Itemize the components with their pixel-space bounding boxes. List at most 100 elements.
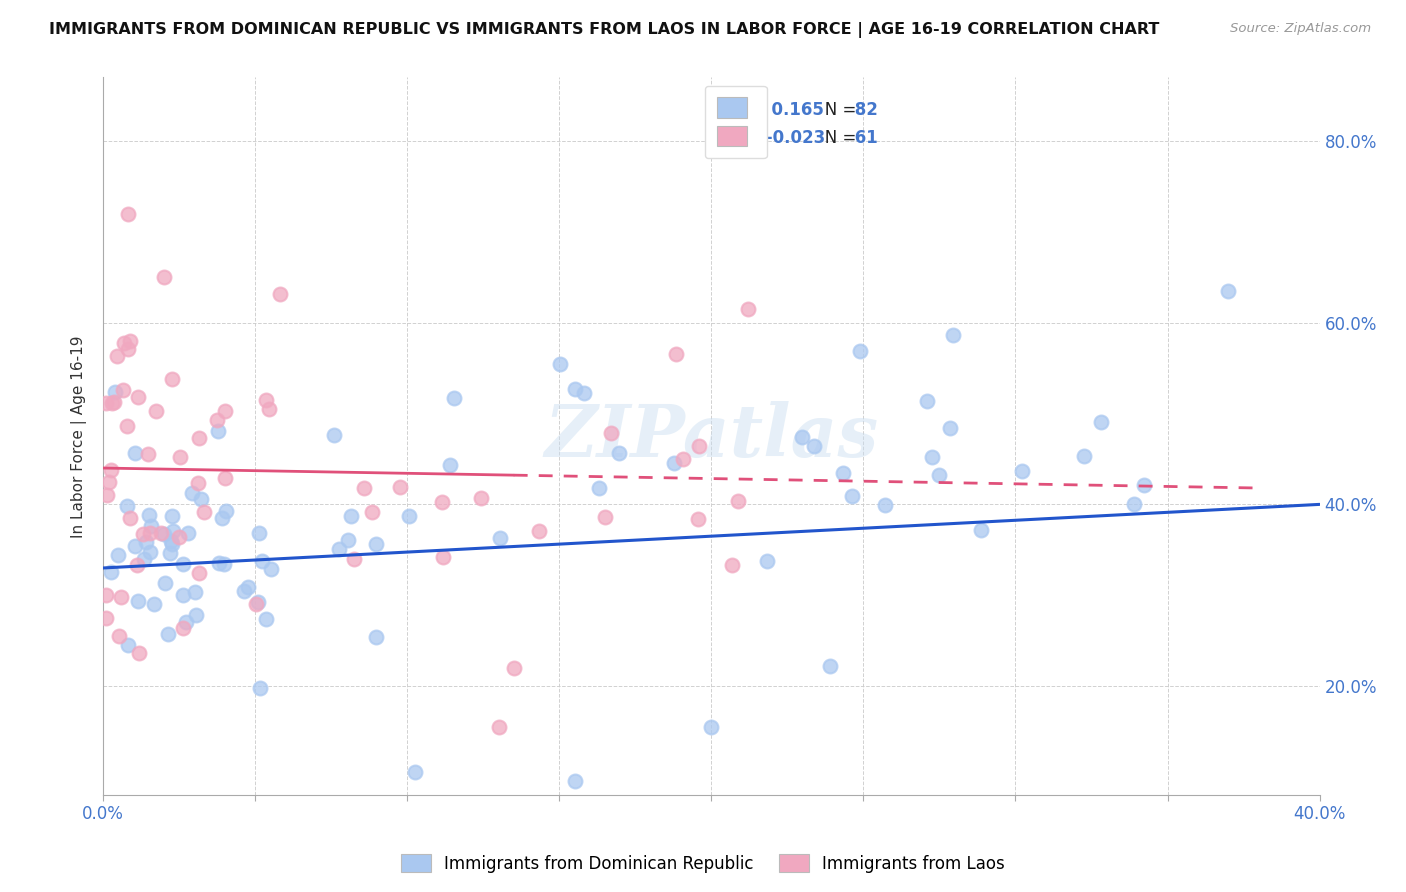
Point — [254, 392, 277, 407]
Point — [96, 588, 118, 602]
Point — [970, 523, 993, 537]
Point — [336, 533, 359, 547]
Point — [159, 546, 181, 560]
Point — [921, 450, 943, 465]
Text: 0.165: 0.165 — [761, 101, 824, 119]
Point — [250, 554, 273, 568]
Point — [112, 336, 135, 351]
Point — [103, 395, 125, 409]
Point — [208, 557, 231, 571]
Point — [443, 392, 465, 406]
Point — [162, 372, 184, 386]
Point — [247, 525, 270, 540]
Point — [187, 566, 209, 581]
Point — [207, 413, 229, 427]
Text: N =: N = — [808, 101, 856, 119]
Point — [167, 531, 190, 545]
Point — [115, 418, 138, 433]
Point — [254, 612, 277, 626]
Point — [700, 720, 723, 734]
Point — [172, 588, 194, 602]
Point — [112, 384, 135, 398]
Point — [107, 549, 129, 563]
Point — [184, 585, 207, 599]
Point — [672, 451, 695, 466]
Point — [246, 594, 269, 608]
Point — [120, 334, 142, 348]
Point — [160, 537, 183, 551]
Text: Source: ZipAtlas.com: Source: ZipAtlas.com — [1230, 22, 1371, 36]
Point — [488, 720, 510, 734]
Point — [1073, 449, 1095, 463]
Point — [873, 498, 896, 512]
Point — [134, 535, 156, 549]
Point — [1122, 497, 1144, 511]
Point — [184, 607, 207, 622]
Point — [818, 659, 841, 673]
Text: ZIPatlas: ZIPatlas — [544, 401, 879, 472]
Point — [928, 468, 950, 483]
Text: R =: R = — [730, 101, 761, 119]
Point — [792, 430, 814, 444]
Point — [259, 402, 281, 417]
Point — [157, 626, 180, 640]
Point — [439, 458, 461, 472]
Point — [353, 481, 375, 495]
Point — [564, 774, 586, 789]
Point — [214, 403, 236, 417]
Point — [193, 505, 215, 519]
Point — [162, 508, 184, 523]
Point — [139, 519, 162, 533]
Point — [138, 545, 160, 559]
Point — [340, 508, 363, 523]
Point — [127, 391, 149, 405]
Point — [190, 492, 212, 507]
Point — [214, 470, 236, 484]
Point — [432, 550, 454, 565]
Point — [207, 424, 229, 438]
Point — [145, 404, 167, 418]
Point — [398, 509, 420, 524]
Point — [143, 597, 166, 611]
Point — [97, 475, 120, 489]
Point — [942, 328, 965, 343]
Point — [117, 638, 139, 652]
Point — [756, 554, 779, 568]
Point — [169, 450, 191, 464]
Point — [364, 630, 387, 644]
Point — [389, 480, 412, 494]
Point — [841, 489, 863, 503]
Point — [662, 456, 685, 470]
Point — [159, 533, 181, 548]
Point — [100, 462, 122, 476]
Point — [162, 524, 184, 538]
Legend: Immigrants from Dominican Republic, Immigrants from Laos: Immigrants from Dominican Republic, Immi… — [394, 847, 1012, 880]
Point — [181, 486, 204, 500]
Point — [108, 629, 131, 643]
Y-axis label: In Labor Force | Age 16-19: In Labor Force | Age 16-19 — [72, 335, 87, 538]
Point — [245, 597, 267, 611]
Point — [128, 646, 150, 660]
Point — [177, 525, 200, 540]
Point — [1011, 464, 1033, 478]
Point — [564, 382, 586, 396]
Point — [588, 481, 610, 495]
Point — [269, 287, 291, 301]
Point — [404, 765, 426, 780]
Point — [127, 594, 149, 608]
Point — [110, 590, 132, 604]
Point — [96, 488, 118, 502]
Point — [470, 491, 492, 505]
Point — [153, 270, 176, 285]
Point — [100, 565, 122, 579]
Point — [214, 557, 236, 571]
Point — [187, 475, 209, 490]
Point — [150, 525, 173, 540]
Point — [238, 580, 260, 594]
Point — [550, 357, 572, 371]
Point — [139, 526, 162, 541]
Point — [115, 499, 138, 513]
Point — [430, 495, 453, 509]
Point — [600, 426, 623, 441]
Point — [172, 621, 194, 635]
